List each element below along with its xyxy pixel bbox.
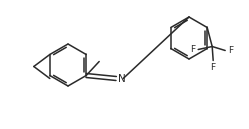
Text: F: F <box>211 63 216 72</box>
Text: F: F <box>190 45 195 54</box>
Text: F: F <box>228 46 233 55</box>
Text: N: N <box>118 74 126 83</box>
